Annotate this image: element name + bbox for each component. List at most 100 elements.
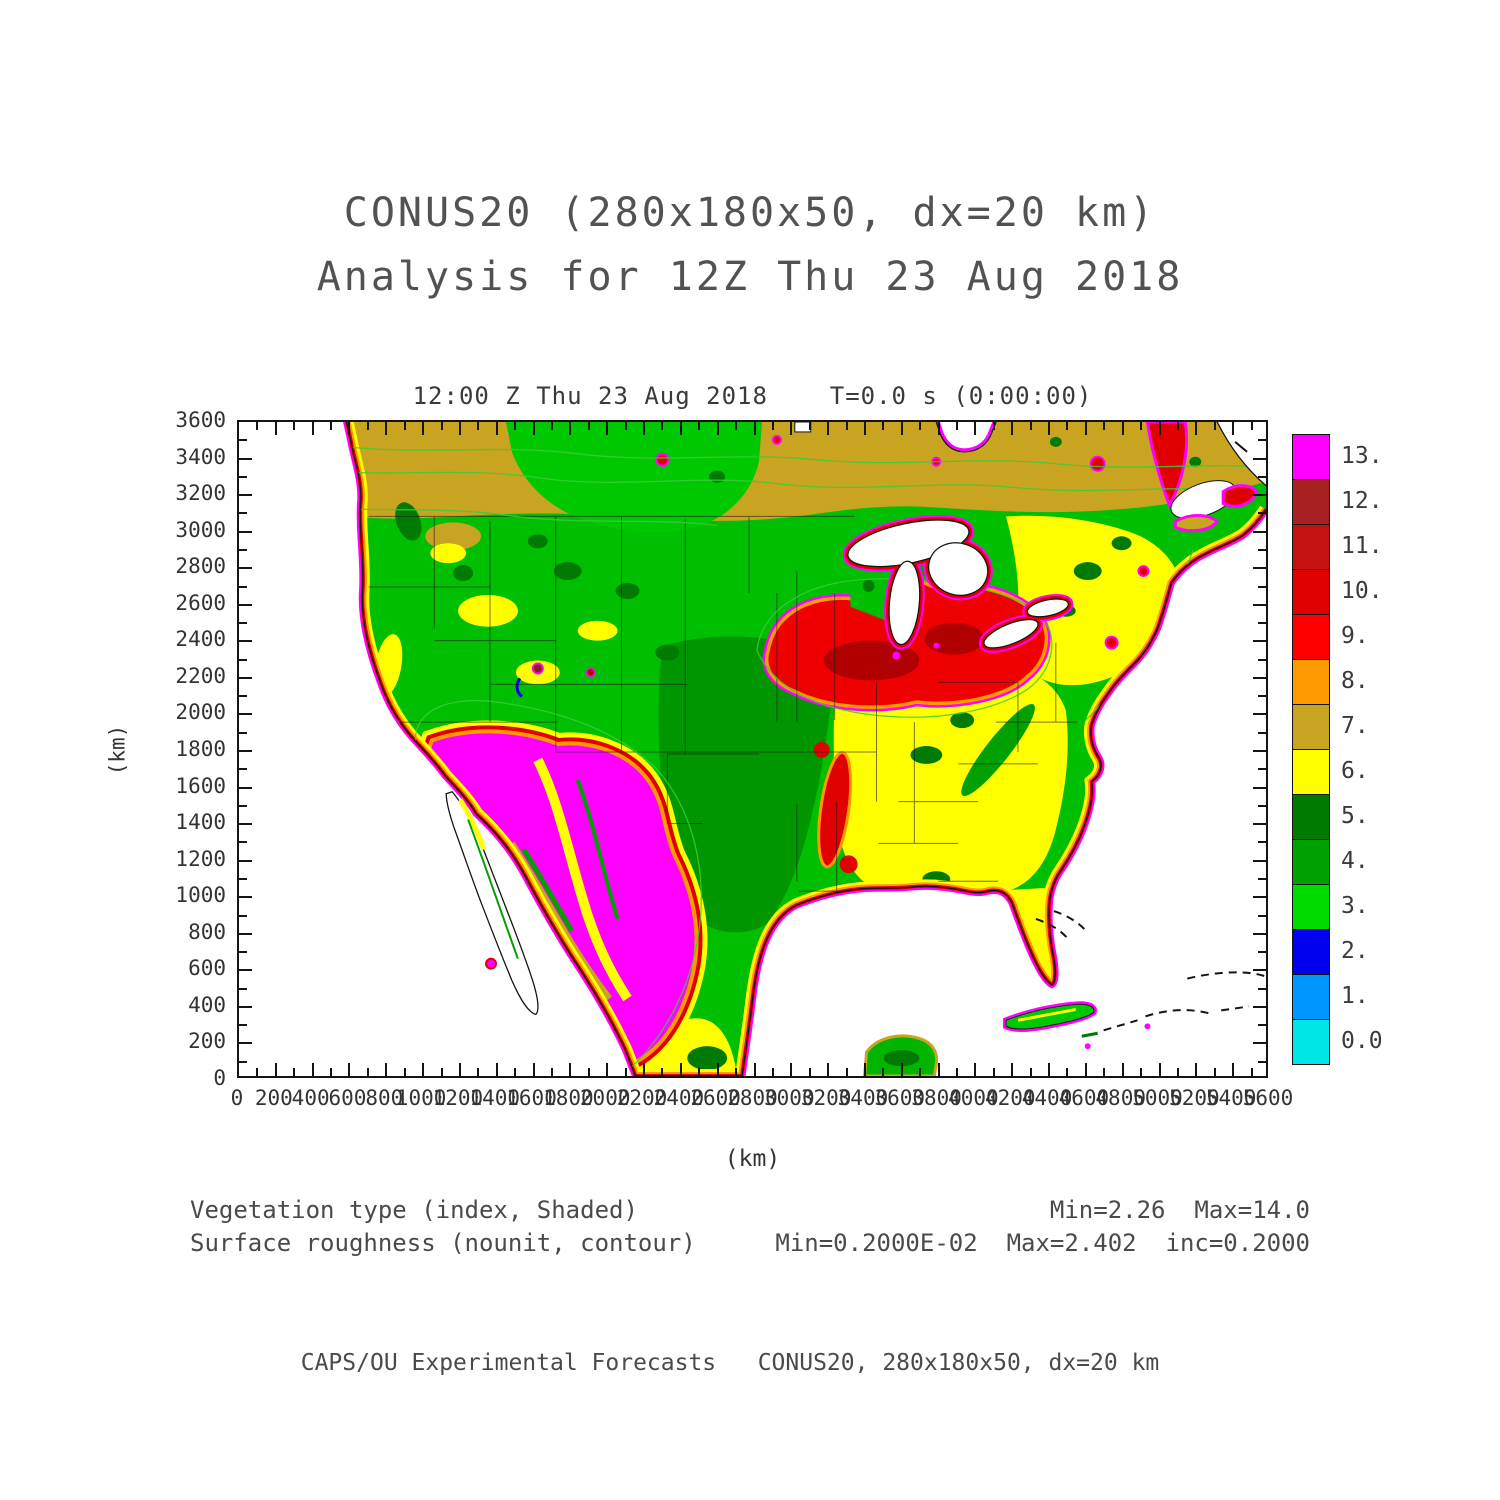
x-tick — [1011, 1063, 1014, 1076]
x-tick-label: 2200 — [616, 1086, 668, 1110]
x-tick-label: 1400 — [469, 1086, 521, 1110]
x-tick — [753, 422, 756, 435]
y-tick-label: 2800 — [175, 554, 226, 579]
y-tick — [1253, 1005, 1266, 1008]
y-tick — [239, 896, 252, 899]
y-tick — [1253, 676, 1266, 679]
x-tick — [274, 422, 277, 435]
colorbar-cell — [1292, 884, 1330, 930]
y-tick — [239, 1005, 252, 1008]
y-tick — [1258, 475, 1266, 478]
x-tick — [753, 1063, 756, 1076]
x-tick — [458, 1063, 461, 1076]
y-tick-label: 0 — [213, 1066, 226, 1090]
y-tick — [1258, 1060, 1266, 1063]
x-tick — [845, 422, 848, 430]
y-tick — [239, 969, 252, 972]
colorbar-label: 8. — [1341, 668, 1369, 694]
x-tick-label: 1800 — [543, 1086, 594, 1110]
colorbar-cell — [1292, 569, 1330, 615]
y-tick — [239, 823, 252, 826]
x-tick — [1250, 1068, 1253, 1076]
x-tick — [330, 1068, 333, 1076]
y-tick — [1258, 585, 1266, 588]
x-tick — [992, 422, 995, 430]
state-borders — [368, 515, 1078, 892]
x-tick — [1121, 1063, 1124, 1076]
x-tick-label: 5600 — [1242, 1086, 1294, 1110]
colorbar-label: 5. — [1341, 803, 1369, 829]
coastline — [345, 422, 1266, 1076]
y-tick — [1258, 768, 1266, 771]
x-tick-label: 3200 — [800, 1086, 852, 1110]
y-tick — [1253, 494, 1266, 497]
x-tick — [422, 422, 425, 435]
x-tick-label: 800 — [365, 1086, 404, 1110]
y-tick — [239, 585, 247, 588]
caribbean-islands — [863, 910, 1266, 1076]
x-tick — [366, 422, 369, 430]
x-tick — [863, 422, 866, 435]
y-tick — [239, 640, 252, 643]
y-tick — [239, 676, 252, 679]
x-tick — [532, 1063, 535, 1076]
figure-subtitle: Analysis for 12Z Thu 23 Aug 2018 — [316, 254, 1184, 300]
y-tick — [239, 1024, 247, 1027]
x-tick — [992, 1068, 995, 1076]
y-tick-label: 800 — [188, 919, 226, 944]
x-tick — [550, 1068, 553, 1076]
x-tick — [403, 1068, 406, 1076]
x-tick-label: 4400 — [1021, 1086, 1073, 1110]
x-tick — [1066, 1068, 1069, 1076]
x-tick — [716, 1063, 719, 1076]
x-tick — [919, 422, 922, 430]
y-tick — [1258, 951, 1266, 954]
y-axis-label: (km) — [105, 724, 130, 776]
y-tick — [1258, 987, 1266, 990]
baja-california — [445, 790, 539, 1016]
x-tick — [256, 422, 259, 430]
x-tick — [1232, 1063, 1235, 1076]
x-tick — [790, 1063, 793, 1076]
x-tick — [385, 422, 388, 435]
y-tick — [239, 859, 252, 862]
x-tick-label: 5400 — [1205, 1086, 1257, 1110]
x-tick-label: 2600 — [690, 1086, 741, 1110]
y-tick-label: 200 — [188, 1029, 226, 1054]
y-tick — [239, 877, 247, 880]
y-tick — [239, 932, 252, 935]
y-tick — [1253, 786, 1266, 789]
map — [343, 422, 1266, 1076]
x-tick — [366, 1068, 369, 1076]
x-tick — [348, 1063, 351, 1076]
x-tick — [661, 422, 664, 430]
contour-field-stats: Min=0.2000E-02 Max=2.402 inc=0.2000 — [775, 1229, 1310, 1257]
y-tick — [1258, 731, 1266, 734]
x-tick — [606, 1063, 609, 1076]
colorbar-cell — [1292, 614, 1330, 660]
y-tick — [239, 750, 252, 752]
x-tick — [550, 422, 553, 430]
y-tick — [239, 731, 247, 734]
x-tick — [808, 422, 811, 430]
x-tick-label: 200 — [254, 1086, 293, 1110]
x-tick-label: 3800 — [911, 1086, 962, 1110]
y-tick — [1258, 1024, 1266, 1027]
x-tick — [274, 1063, 277, 1076]
x-tick — [882, 1068, 885, 1076]
colorbar-label: 11. — [1341, 533, 1383, 559]
figure-title: CONUS20 (280x180x50, dx=20 km) — [343, 190, 1157, 236]
x-tick — [900, 422, 903, 435]
colorbar-cell — [1292, 524, 1330, 570]
y-tick — [1258, 439, 1266, 442]
y-tick — [1253, 932, 1266, 935]
x-tick — [679, 422, 682, 435]
y-tick-label: 2600 — [175, 590, 226, 615]
x-axis-label: (km) — [724, 1146, 781, 1172]
x-tick — [974, 422, 977, 435]
lake-huron — [928, 542, 989, 596]
x-tick — [1048, 422, 1051, 435]
x-tick — [1140, 422, 1143, 430]
x-tick — [1011, 422, 1014, 435]
y-tick — [239, 567, 252, 570]
